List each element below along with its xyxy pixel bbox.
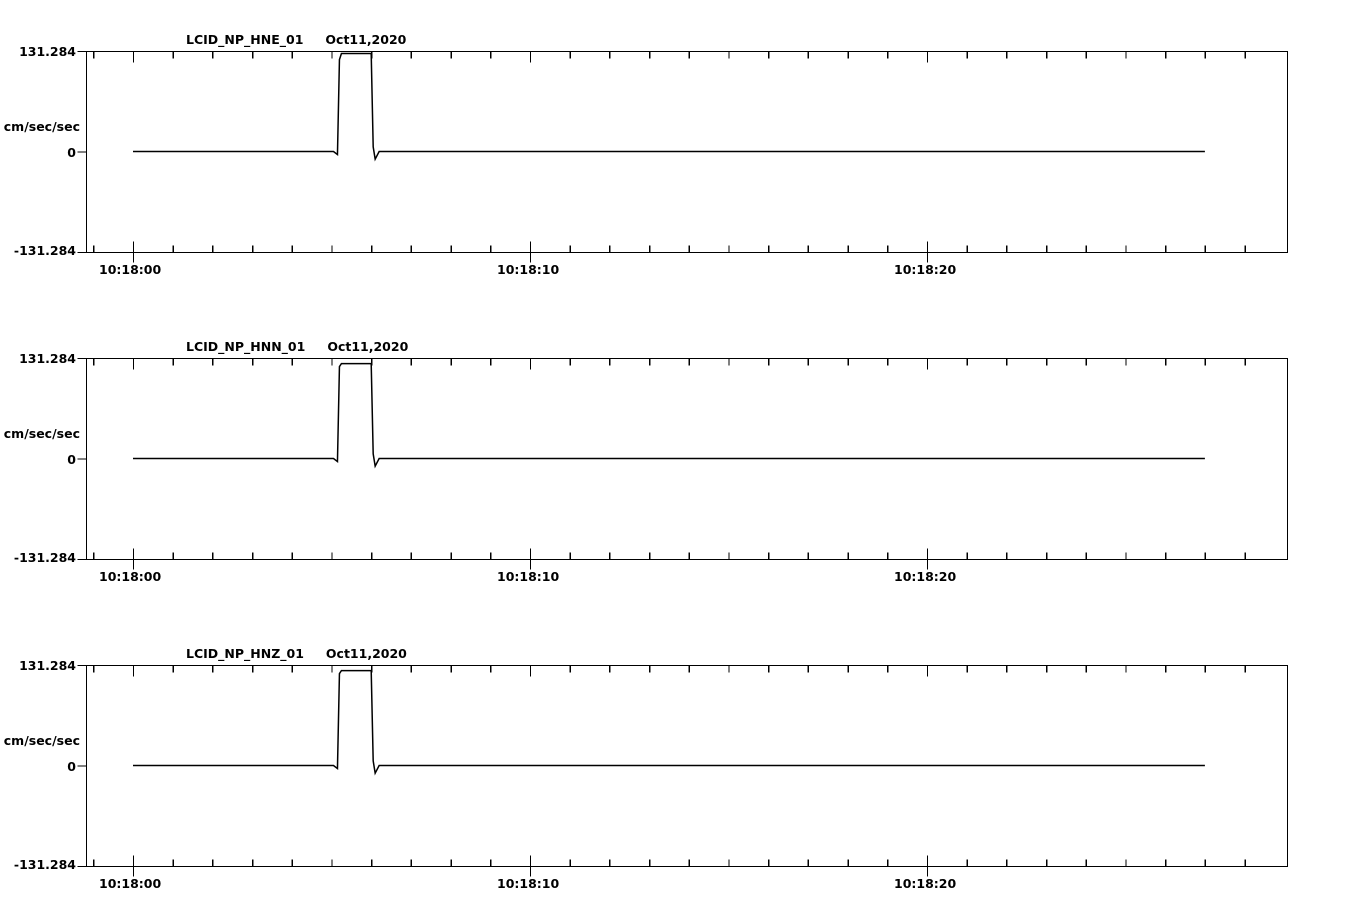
y-axis-unit-label-hnz: cm/sec/sec bbox=[3, 733, 80, 748]
x-axis-tick-label-hne-2: 10:18:20 bbox=[894, 262, 957, 277]
y-axis-min-label-hnn: -131.284 bbox=[13, 550, 76, 565]
waveform-plot-hnz bbox=[77, 664, 1289, 877]
y-axis-zero-label-hne: 0 bbox=[67, 145, 76, 160]
waveform-plot-hnn bbox=[77, 357, 1289, 570]
x-axis-tick-label-hnn-2: 10:18:20 bbox=[894, 569, 957, 584]
panel-title-hnn: LCID_NP_HNN_01 Oct11,2020 bbox=[186, 339, 409, 354]
y-axis-zero-label-hnz: 0 bbox=[67, 759, 76, 774]
x-axis-tick-label-hnz-2: 10:18:20 bbox=[894, 876, 957, 891]
waveform-panel-hne: LCID_NP_HNE_01 Oct11,2020 131.284 cm/sec/… bbox=[0, 0, 1358, 290]
x-axis-tick-label-hnz-0: 10:18:00 bbox=[99, 876, 162, 891]
x-axis-tick-label-hnn-0: 10:18:00 bbox=[99, 569, 162, 584]
waveform-panel-hnn: LCID_NP_HNN_01 Oct11,2020 131.284 cm/sec/… bbox=[0, 307, 1358, 597]
y-axis-min-label-hnz: -131.284 bbox=[13, 857, 76, 872]
panel-title-hnz: LCID_NP_HNZ_01 Oct11,2020 bbox=[186, 646, 407, 661]
x-axis-tick-label-hnn-1: 10:18:10 bbox=[497, 569, 560, 584]
y-axis-min-label-hne: -131.284 bbox=[13, 243, 76, 258]
y-axis-zero-label-hnn: 0 bbox=[67, 452, 76, 467]
panel-title-hne: LCID_NP_HNE_01 Oct11,2020 bbox=[186, 32, 407, 47]
waveform-panel-hnz: LCID_NP_HNZ_01 Oct11,2020 131.284 cm/sec/… bbox=[0, 614, 1358, 904]
y-axis-unit-label-hnn: cm/sec/sec bbox=[3, 426, 80, 441]
waveform-plot-hne bbox=[77, 50, 1289, 263]
x-axis-tick-label-hne-0: 10:18:00 bbox=[99, 262, 162, 277]
x-axis-tick-label-hnz-1: 10:18:10 bbox=[497, 876, 560, 891]
y-axis-unit-label-hne: cm/sec/sec bbox=[3, 119, 80, 134]
y-axis-max-label-hnz: 131.284 bbox=[19, 658, 76, 673]
y-axis-max-label-hnn: 131.284 bbox=[19, 351, 76, 366]
y-axis-max-label-hne: 131.284 bbox=[19, 44, 76, 59]
x-axis-tick-label-hne-1: 10:18:10 bbox=[497, 262, 560, 277]
